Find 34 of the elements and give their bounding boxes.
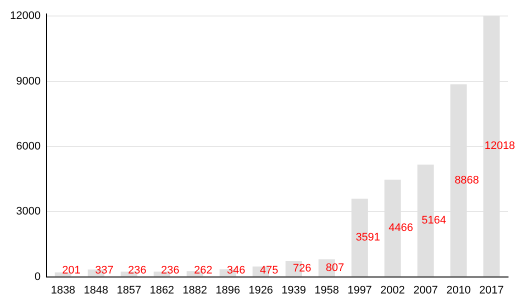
bar: [54, 272, 72, 276]
y-tick-label: 9000: [16, 75, 41, 88]
x-tick-label: 1939: [282, 284, 306, 296]
x-tick-label: 1838: [50, 284, 76, 296]
x-tick-label: 1958: [314, 284, 339, 296]
data-label: 4466: [388, 222, 414, 234]
data-label: 726: [292, 262, 312, 275]
x-tick-label: 2007: [413, 284, 438, 296]
x-tick-label: 1857: [116, 284, 142, 296]
x-tick-label: 2002: [380, 284, 405, 296]
x-tick-label: 1882: [182, 284, 208, 296]
data-label: 5164: [422, 214, 446, 227]
data-label: 262: [194, 264, 212, 276]
y-tick-label: 3000: [16, 206, 41, 218]
x-tick-label: 1896: [216, 284, 240, 296]
data-label: 8868: [454, 174, 480, 186]
y-tick-label: 0: [34, 270, 41, 283]
data-label: 337: [95, 264, 114, 276]
data-label: 201: [62, 264, 80, 276]
data-label: 236: [161, 264, 180, 276]
y-tick-label: 12000: [10, 10, 41, 22]
x-tick-label: 1997: [347, 284, 372, 296]
data-label: 475: [260, 264, 278, 276]
x-tick-label: 2017: [479, 284, 504, 296]
data-label: 807: [326, 262, 344, 274]
x-tick-label: 1862: [150, 284, 174, 296]
data-label: 3591: [356, 232, 380, 244]
data-label: 346: [226, 264, 246, 276]
x-tick-label: 1848: [84, 284, 108, 296]
x-tick-label: 1926: [248, 284, 274, 296]
y-tick-label: 6000: [16, 140, 41, 153]
data-label: 12018: [484, 140, 516, 152]
x-tick-label: 2010: [446, 284, 471, 296]
data-label: 236: [128, 264, 146, 276]
